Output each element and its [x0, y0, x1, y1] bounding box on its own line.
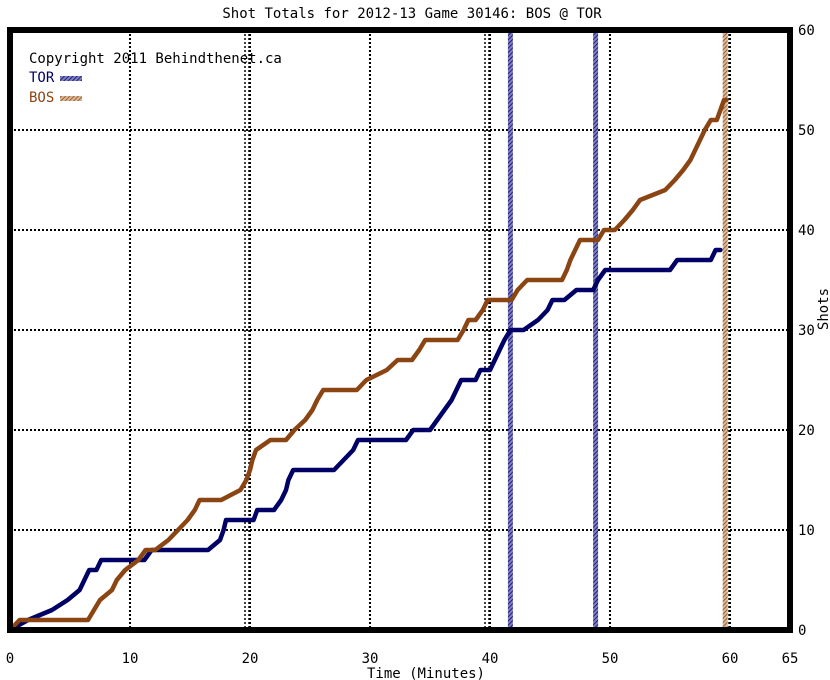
- x-tick-labels: 0 10 20 30 40 50 60 65: [6, 651, 799, 667]
- plot-frame: [7, 27, 793, 633]
- x-tick-label: 50: [602, 651, 619, 667]
- legend-label-bos: BOS: [29, 90, 54, 106]
- x-tick-label: 0: [6, 651, 14, 667]
- series-line-bos: [7, 97, 729, 633]
- series-line-tor: [7, 247, 723, 633]
- y-tick-label: 0: [798, 623, 806, 639]
- chart-title: Shot Totals for 2012-13 Game 30146: BOS …: [222, 6, 602, 22]
- y-tick-label: 60: [798, 23, 815, 39]
- x-tick-label: 40: [482, 651, 499, 667]
- x-axis-label: Time (Minutes): [367, 666, 485, 680]
- series-layer: [7, 97, 729, 633]
- y-tick-label: 50: [798, 123, 815, 139]
- event-line-bos: [722, 30, 728, 630]
- grid-layer: [10, 30, 790, 630]
- y-tick-label: 10: [798, 523, 815, 539]
- y-tick-label: 20: [798, 423, 815, 439]
- event-line-tor: [593, 30, 599, 630]
- y-axis-label: Shots: [816, 288, 830, 330]
- x-tick-label: 60: [722, 651, 739, 667]
- x-tick-label: 10: [122, 651, 139, 667]
- legend-label-tor: TOR: [29, 70, 55, 86]
- x-tick-label: 30: [362, 651, 379, 667]
- y-tick-label: 40: [798, 223, 815, 239]
- y-tick-label: 30: [798, 323, 815, 339]
- x-tick-label: 20: [242, 651, 259, 667]
- copyright-annotation: Copyright 2011 Behindthenet.ca: [29, 51, 282, 67]
- x-tick-label: 65: [782, 651, 799, 667]
- y-tick-labels: 0 10 20 30 40 50 60: [798, 23, 815, 639]
- legend: Copyright 2011 Behindthenet.ca TOR BOS: [29, 51, 282, 106]
- legend-swatch-bos: [60, 96, 82, 101]
- legend-swatch-tor: [60, 76, 82, 81]
